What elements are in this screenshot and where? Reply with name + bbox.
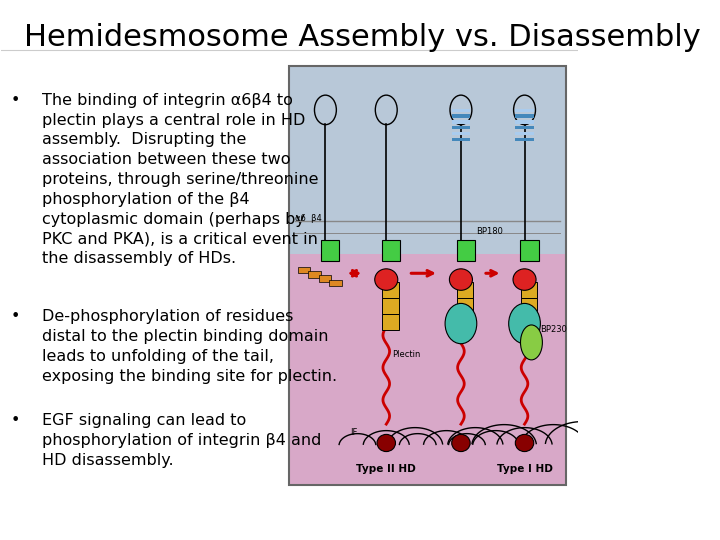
Bar: [321, 240, 339, 261]
Bar: [289, 254, 566, 485]
Text: The binding of integrin α6β4 to
plectin plays a central role in HD
assembly.  Di: The binding of integrin α6β4 to plectin …: [42, 93, 318, 266]
Bar: [329, 280, 341, 286]
Bar: [516, 120, 534, 124]
Bar: [382, 240, 400, 261]
Bar: [382, 314, 398, 330]
Circle shape: [513, 269, 536, 291]
Text: α6  β4: α6 β4: [295, 214, 322, 223]
Ellipse shape: [445, 303, 477, 343]
Bar: [451, 138, 470, 141]
Text: Type II HD: Type II HD: [356, 464, 416, 475]
Circle shape: [449, 269, 472, 291]
Circle shape: [377, 434, 395, 451]
Bar: [318, 275, 331, 282]
Text: BP230: BP230: [540, 325, 567, 334]
Bar: [289, 66, 566, 485]
Text: •: •: [11, 413, 20, 428]
Circle shape: [374, 269, 397, 291]
Bar: [298, 267, 310, 273]
Text: Type I HD: Type I HD: [497, 464, 552, 475]
Bar: [382, 282, 398, 299]
Text: EGF signaling can lead to
phosphorylation of integrin β4 and
HD disassembly.: EGF signaling can lead to phosphorylatio…: [42, 413, 321, 468]
Bar: [451, 114, 470, 118]
Bar: [520, 240, 539, 261]
Circle shape: [516, 434, 534, 451]
Bar: [457, 314, 473, 330]
Text: Hemidesmosome Assembly vs. Disassembly: Hemidesmosome Assembly vs. Disassembly: [24, 23, 701, 52]
Bar: [451, 109, 470, 112]
Bar: [521, 298, 537, 314]
Bar: [308, 271, 321, 278]
Text: IF: IF: [351, 428, 358, 437]
Bar: [521, 282, 537, 299]
Bar: [457, 282, 473, 299]
Bar: [456, 240, 475, 261]
Bar: [457, 298, 473, 314]
Bar: [382, 298, 398, 314]
Ellipse shape: [521, 325, 542, 360]
Bar: [516, 138, 534, 141]
Bar: [451, 120, 470, 124]
Text: De-phosphorylation of residues
distal to the plectin binding domain
leads to unf: De-phosphorylation of residues distal to…: [42, 309, 337, 383]
Bar: [289, 66, 566, 254]
Text: •: •: [11, 93, 20, 107]
Bar: [516, 126, 534, 130]
Bar: [516, 132, 534, 136]
Text: BP180: BP180: [476, 227, 503, 235]
Bar: [451, 126, 470, 130]
Bar: [451, 132, 470, 136]
Ellipse shape: [509, 303, 541, 343]
Text: •: •: [11, 309, 20, 324]
Circle shape: [451, 434, 470, 451]
Bar: [516, 114, 534, 118]
Bar: [521, 314, 537, 330]
Text: Plectin: Plectin: [392, 350, 420, 359]
Bar: [516, 109, 534, 112]
